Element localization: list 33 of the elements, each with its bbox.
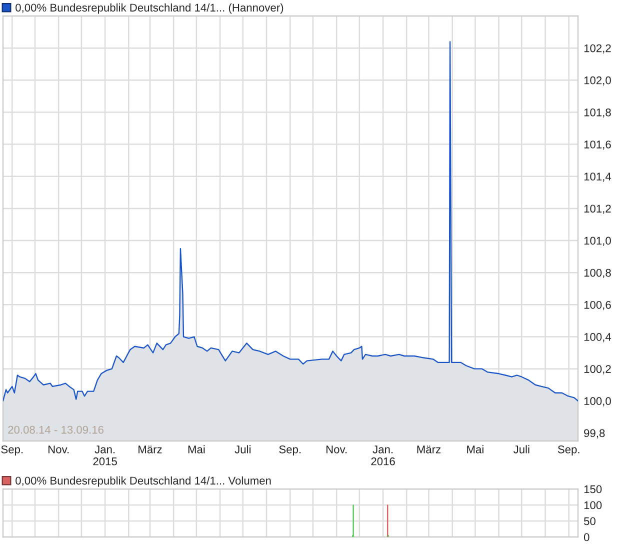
- y-tick-label: 99,8: [584, 429, 605, 438]
- legend-label: 0,00% Bundesrepublik Deutschland 14/1... Volumen: [16, 476, 271, 487]
- x-tick-label: März: [417, 446, 441, 454]
- y-tick-label: 102,0: [584, 76, 611, 86]
- x-tick-label: Juli: [513, 445, 530, 454]
- x-tick-label: März: [138, 446, 162, 454]
- y-tick-label: 101,4: [584, 172, 612, 182]
- y-tick-label: 102,2: [584, 44, 611, 54]
- y-tick-label: 101,2: [584, 204, 611, 214]
- y-tick-label: 100,8: [584, 268, 611, 278]
- x-tick-label: Sep.: [279, 445, 301, 456]
- x-tick-label: Juli: [234, 445, 250, 454]
- x-tick-label: Jan. 2016: [371, 446, 395, 466]
- y-tick-label: 101,6: [584, 140, 611, 150]
- y-tick-label: 100: [584, 501, 602, 510]
- y-tick-label: 50: [584, 517, 596, 526]
- y-tick-label: 100,2: [584, 365, 611, 374]
- x-tick-label: Sep.: [1, 445, 23, 456]
- y-tick-label: 0: [584, 533, 590, 542]
- y-tick-label: 100,4: [584, 333, 612, 342]
- x-tick-label: Sep.: [558, 445, 580, 456]
- y-tick-label: 150: [584, 485, 602, 494]
- x-tick-label: Jan. 2015: [93, 446, 117, 466]
- annotation: 20.08.14 - 13.09.16: [8, 426, 104, 434]
- x-tick-label: Nov.: [48, 446, 69, 454]
- legend-label: 0,00% Bundesrepublik Deutschland 14/1... (Hannover): [16, 3, 284, 14]
- y-tick-label: 100,6: [584, 300, 611, 310]
- x-tick-label: Mai: [188, 445, 205, 454]
- y-tick-label: 101,0: [584, 236, 611, 246]
- x-tick-label: Mai: [467, 445, 484, 454]
- y-tick-label: 100,0: [584, 397, 611, 406]
- y-tick-label: 101,8: [584, 108, 611, 118]
- x-tick-label: Nov.: [326, 446, 347, 454]
